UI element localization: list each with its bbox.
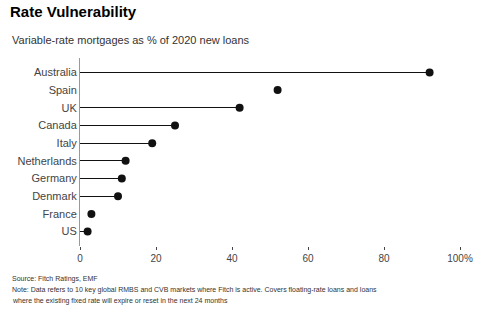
svg-text:Rate Vulnerability: Rate Vulnerability [10, 3, 137, 20]
svg-text:UK: UK [62, 102, 78, 114]
svg-text:Note: Data refers to 10 key gl: Note: Data refers to 10 key global RMBS … [12, 286, 377, 294]
svg-text:Australia: Australia [34, 66, 78, 78]
svg-text:Canada: Canada [38, 119, 77, 131]
svg-text:Source: Fitch Ratings, EMF: Source: Fitch Ratings, EMF [12, 275, 98, 283]
svg-text:US: US [62, 225, 77, 237]
svg-text:20: 20 [150, 253, 162, 264]
svg-text:France: France [43, 208, 77, 220]
svg-text:0: 0 [77, 253, 83, 264]
svg-text:where the existing fixed rate: where the existing fixed rate will expir… [12, 297, 228, 305]
svg-text:Variable-rate mortgages as % o: Variable-rate mortgages as % of 2020 new… [12, 34, 250, 46]
svg-text:40: 40 [226, 253, 238, 264]
svg-text:Italy: Italy [57, 137, 78, 149]
svg-text:Denmark: Denmark [32, 190, 77, 202]
svg-text:Spain: Spain [49, 84, 77, 96]
svg-text:Netherlands: Netherlands [17, 155, 77, 167]
svg-text:80: 80 [378, 253, 390, 264]
svg-text:100%: 100% [447, 253, 473, 264]
svg-text:Germany: Germany [32, 172, 78, 184]
svg-text:60: 60 [302, 253, 314, 264]
